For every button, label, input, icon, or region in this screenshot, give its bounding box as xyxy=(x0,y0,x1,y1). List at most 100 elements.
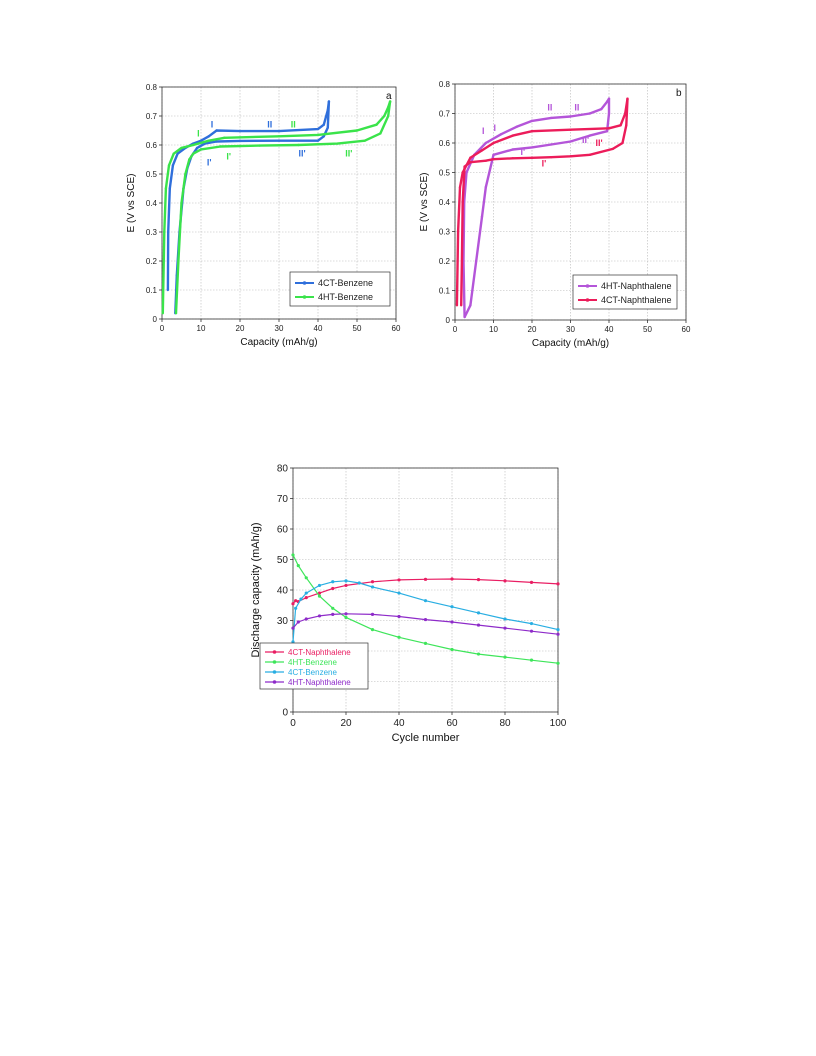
legend-box xyxy=(259,642,369,690)
y-tick-label: 0.7 xyxy=(146,112,158,121)
data-point xyxy=(375,123,378,126)
data-point xyxy=(515,125,518,128)
data-point xyxy=(238,129,242,133)
data-point xyxy=(607,127,611,130)
data-point xyxy=(297,143,300,147)
data-point xyxy=(463,165,466,168)
y-tick-label: 0.3 xyxy=(146,228,158,237)
data-point xyxy=(168,187,171,190)
data-point xyxy=(363,139,366,142)
data-point xyxy=(458,186,462,189)
y-tick-label: 30 xyxy=(277,616,289,627)
data-point xyxy=(529,629,534,633)
data-point xyxy=(465,171,468,174)
curve-annotation: I xyxy=(197,128,200,138)
data-point xyxy=(600,107,603,111)
legend-entry: 4CT-Naphthalene xyxy=(601,295,672,305)
series-line xyxy=(292,613,559,635)
y-tick-label: 70 xyxy=(277,494,289,505)
legend-entry: 4HT-Naphthalene xyxy=(288,678,351,687)
legend-entry: 4HT-Benzene xyxy=(288,658,337,667)
x-tick-label: 20 xyxy=(340,718,352,729)
data-point xyxy=(480,149,484,152)
x-tick-label: 0 xyxy=(160,324,165,333)
series-line xyxy=(460,98,629,306)
legend-marker xyxy=(302,281,307,285)
data-point xyxy=(336,142,339,145)
legend-marker xyxy=(585,284,590,288)
data-point xyxy=(327,100,331,103)
data-point xyxy=(626,97,629,100)
x-tick-label: 20 xyxy=(236,324,245,333)
data-point xyxy=(163,230,166,234)
chart-c-cycling-capacity: 02040608010001020304050607080Cycle numbe… xyxy=(244,458,574,753)
data-point xyxy=(357,581,361,585)
curve-annotation: I' xyxy=(207,157,212,167)
data-point xyxy=(164,187,168,190)
curve-annotation: I' xyxy=(226,152,231,162)
data-point xyxy=(296,564,300,568)
data-point xyxy=(569,140,572,143)
legend-entry: 4HT-Naphthalene xyxy=(601,281,672,291)
data-point xyxy=(556,632,560,636)
data-point xyxy=(277,139,281,142)
y-tick-label: 50 xyxy=(277,555,289,566)
data-point xyxy=(291,626,295,630)
data-point xyxy=(484,186,487,189)
data-point xyxy=(503,579,507,583)
y-tick-label: 0.1 xyxy=(146,286,158,295)
data-point xyxy=(530,146,534,149)
data-point xyxy=(322,123,326,126)
data-point xyxy=(188,158,191,161)
y-axis-label: Discharge capacity (mAh/g) xyxy=(250,522,262,657)
data-point xyxy=(484,159,487,162)
panel-label: b xyxy=(676,88,682,99)
data-point xyxy=(317,614,322,618)
data-point xyxy=(619,124,622,127)
curve-annotation: I' xyxy=(542,159,547,169)
data-point xyxy=(317,594,322,598)
legend-marker xyxy=(272,650,277,654)
data-point xyxy=(474,259,478,263)
data-point xyxy=(456,230,460,233)
series-4ct-benzene xyxy=(291,579,560,644)
x-tick-label: 40 xyxy=(393,718,405,729)
data-point xyxy=(476,623,481,627)
data-point xyxy=(174,312,178,315)
data-point xyxy=(199,148,203,151)
y-tick-label: 0.4 xyxy=(439,198,451,207)
data-point xyxy=(304,591,308,595)
series-line xyxy=(463,98,611,318)
curve-annotation: II' xyxy=(596,138,603,148)
y-tick-label: 0.8 xyxy=(439,80,451,89)
data-point xyxy=(316,139,320,142)
data-point xyxy=(605,130,609,133)
data-point xyxy=(463,315,466,319)
data-point xyxy=(556,582,560,586)
curve-annotation: I' xyxy=(520,147,525,157)
data-point xyxy=(450,605,454,609)
data-point xyxy=(331,586,335,591)
data-point xyxy=(569,155,572,158)
data-point xyxy=(316,133,320,137)
y-tick-label: 0.6 xyxy=(439,139,451,148)
series-line xyxy=(166,101,331,291)
x-tick-label: 0 xyxy=(453,325,458,334)
data-point xyxy=(192,152,195,155)
data-point xyxy=(530,156,534,159)
data-point xyxy=(192,143,195,147)
data-point xyxy=(503,655,507,659)
legend-entry: 4CT-Naphthalene xyxy=(288,648,351,657)
y-tick-label: 0.5 xyxy=(439,168,451,177)
data-point xyxy=(370,580,375,584)
x-tick-label: 0 xyxy=(290,718,296,729)
series-line xyxy=(292,580,559,642)
curve-annotation: II xyxy=(547,103,552,113)
x-tick-label: 10 xyxy=(197,324,206,333)
data-point xyxy=(469,156,472,159)
x-tick-label: 20 xyxy=(528,325,537,334)
data-point xyxy=(607,97,611,100)
data-point xyxy=(588,153,591,156)
x-axis-label: Capacity (mAh/g) xyxy=(240,337,317,348)
data-point xyxy=(550,143,553,146)
